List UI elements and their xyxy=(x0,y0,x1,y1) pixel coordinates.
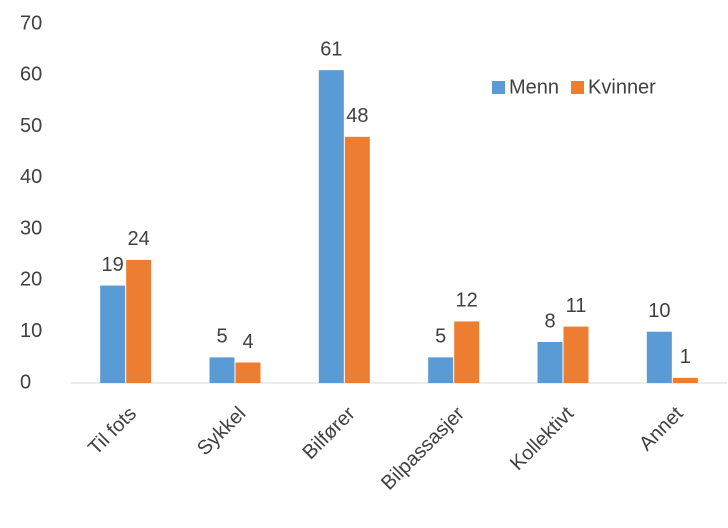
x-tick-label: Til fots xyxy=(84,403,141,460)
x-tick-label: Bilpassasjer xyxy=(377,402,469,494)
value-label: 48 xyxy=(346,105,368,127)
y-tick-label: 30 xyxy=(20,217,42,239)
legend-swatch xyxy=(492,81,505,94)
bar xyxy=(537,341,563,383)
value-label: 5 xyxy=(435,326,446,348)
bar xyxy=(646,331,672,383)
bar xyxy=(454,321,480,383)
bar xyxy=(235,362,261,383)
value-label: 61 xyxy=(320,38,342,60)
legend: Menn Kvinner xyxy=(492,76,656,98)
y-tick-label: 50 xyxy=(20,115,42,137)
bar xyxy=(318,70,344,384)
y-tick-label: 70 xyxy=(20,12,42,34)
x-tick-label: Kollektivt xyxy=(506,402,578,474)
bar xyxy=(209,357,235,383)
y-tick-label: 0 xyxy=(20,371,31,393)
value-label: 8 xyxy=(544,310,555,332)
value-label: 5 xyxy=(216,326,227,348)
bar xyxy=(563,326,589,383)
legend-label: Kvinner xyxy=(588,76,656,98)
legend-swatch xyxy=(571,81,585,94)
y-tick-label: 40 xyxy=(20,166,42,188)
y-tick-label: 60 xyxy=(20,64,42,86)
y-tick-label: 20 xyxy=(20,269,42,291)
value-label: 11 xyxy=(566,295,587,317)
x-tick-label: Bilfører xyxy=(298,402,359,463)
value-label: 12 xyxy=(456,290,478,312)
bar xyxy=(428,357,454,383)
bar xyxy=(126,259,152,383)
bar xyxy=(672,377,698,383)
value-label: 24 xyxy=(128,228,150,250)
bar xyxy=(100,285,126,383)
value-label: 1 xyxy=(680,346,691,368)
bar xyxy=(344,136,370,383)
value-label: 10 xyxy=(648,300,670,322)
value-label: 4 xyxy=(242,331,253,353)
y-tick-label: 10 xyxy=(20,320,42,342)
legend-label: Menn xyxy=(509,76,559,98)
value-label: 19 xyxy=(102,254,124,276)
x-tick-label: Sykkel xyxy=(193,403,250,460)
x-tick-label: Annet xyxy=(635,402,688,455)
